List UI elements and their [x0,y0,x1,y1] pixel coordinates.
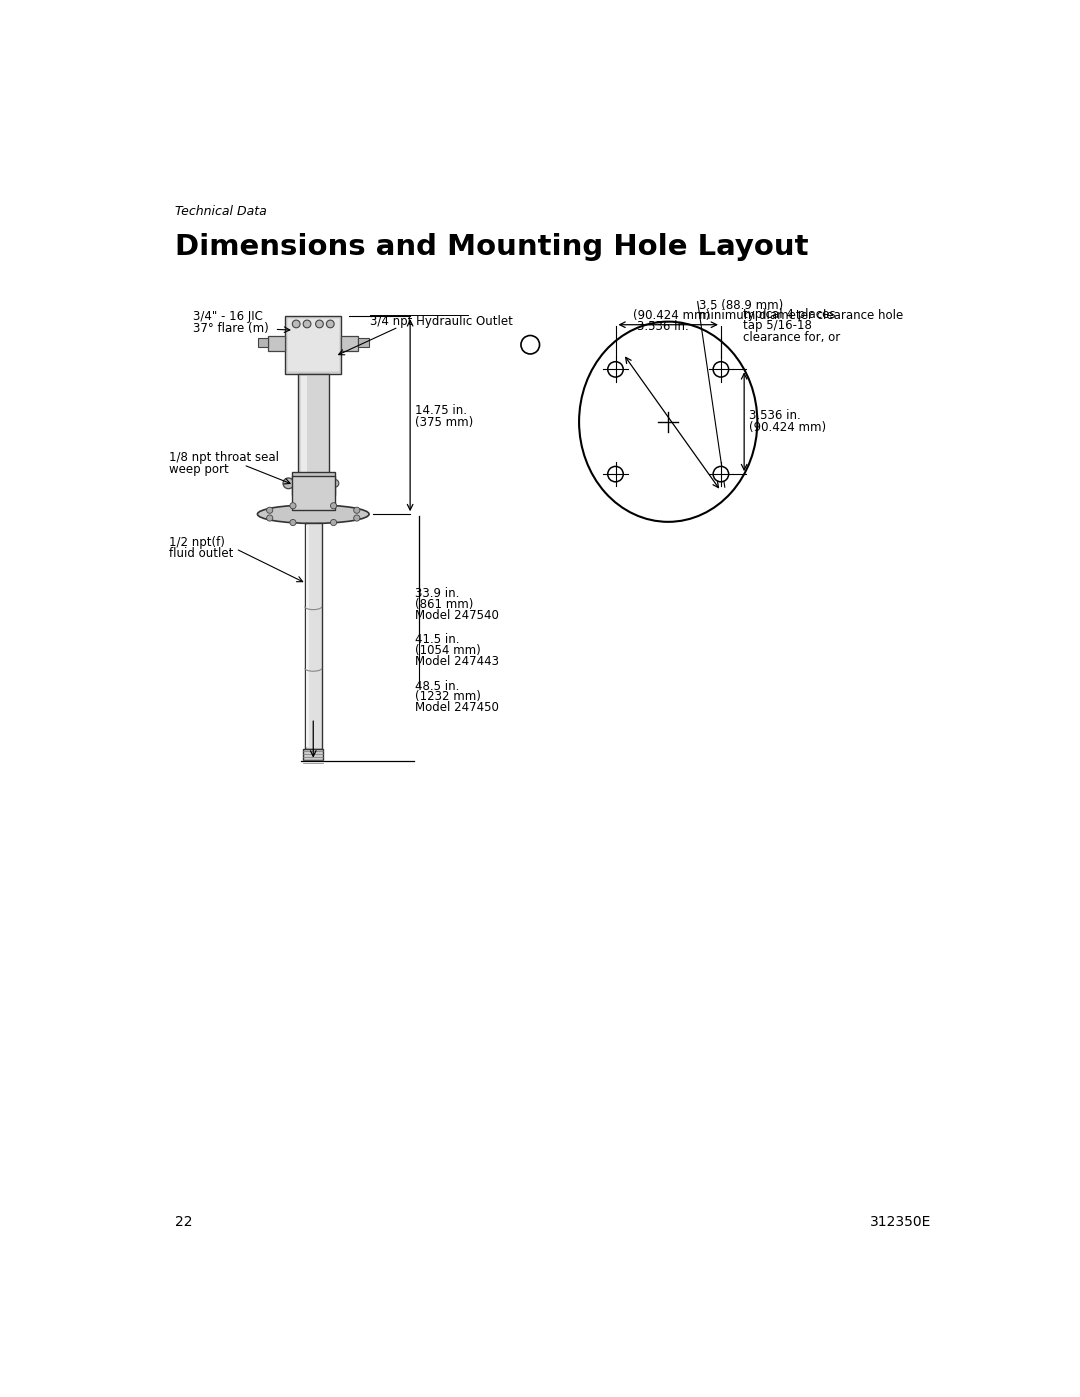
FancyBboxPatch shape [307,525,309,747]
Text: 48.5 in.: 48.5 in. [415,680,459,693]
Text: (375 mm): (375 mm) [415,416,473,429]
Circle shape [293,320,300,328]
Text: clearance for, or: clearance for, or [743,331,840,344]
FancyBboxPatch shape [301,376,307,474]
Text: 3.536 in.: 3.536 in. [748,409,800,422]
Circle shape [330,503,337,509]
Circle shape [326,320,334,328]
Circle shape [521,335,540,353]
Circle shape [713,467,729,482]
Circle shape [332,479,339,488]
Text: (1232 mm): (1232 mm) [415,690,481,704]
FancyBboxPatch shape [341,335,359,351]
Text: 22: 22 [175,1215,193,1229]
Text: tap 5/16-18: tap 5/16-18 [743,320,811,332]
FancyBboxPatch shape [305,524,322,749]
Text: 41.5 in.: 41.5 in. [415,633,459,647]
Circle shape [315,320,323,328]
Text: 37° flare (m): 37° flare (m) [193,321,269,335]
Text: Technical Data: Technical Data [175,204,267,218]
Text: 3.536 in.: 3.536 in. [637,320,689,332]
Text: (1054 mm): (1054 mm) [415,644,481,657]
Text: typical 4 places: typical 4 places [743,307,835,321]
Text: weep port: weep port [170,462,229,475]
FancyBboxPatch shape [298,374,328,475]
Text: 33.9 in.: 33.9 in. [415,587,459,601]
FancyBboxPatch shape [359,338,369,346]
Circle shape [289,503,296,509]
Circle shape [289,520,296,525]
FancyBboxPatch shape [292,475,335,510]
Text: 312350E: 312350E [870,1215,932,1229]
Text: (90.424 mm): (90.424 mm) [748,422,826,434]
FancyBboxPatch shape [268,335,285,351]
Ellipse shape [579,321,757,522]
Circle shape [267,515,273,521]
Text: Model 247540: Model 247540 [415,609,499,622]
Text: Dimensions and Mounting Hole Layout: Dimensions and Mounting Hole Layout [175,233,809,261]
Text: (861 mm): (861 mm) [415,598,473,610]
Circle shape [608,362,623,377]
Text: 1/2 npt(f): 1/2 npt(f) [170,535,225,549]
Circle shape [267,507,273,513]
FancyBboxPatch shape [303,749,323,760]
FancyBboxPatch shape [258,338,268,346]
FancyBboxPatch shape [285,316,341,374]
Text: Model 247443: Model 247443 [415,655,499,668]
Circle shape [303,320,311,328]
Text: 14.75 in.: 14.75 in. [415,404,467,418]
Text: 1/8 npt throat seal: 1/8 npt throat seal [170,451,279,464]
FancyBboxPatch shape [292,472,335,495]
Circle shape [608,467,623,482]
Circle shape [283,478,294,489]
Ellipse shape [257,504,369,524]
Circle shape [353,507,360,513]
Text: minimum diameter clearance hole: minimum diameter clearance hole [699,309,904,323]
Text: fluid outlet: fluid outlet [170,548,233,560]
Text: 3/4" - 16 JIC: 3/4" - 16 JIC [193,310,264,323]
Circle shape [713,362,729,377]
Text: (90.424 mm): (90.424 mm) [633,309,711,323]
FancyBboxPatch shape [295,495,332,518]
Text: Model 247450: Model 247450 [415,701,499,714]
Text: 3.5 (88.9 mm): 3.5 (88.9 mm) [699,299,783,312]
Text: 3/4 npt Hydraulic Outlet: 3/4 npt Hydraulic Outlet [369,316,513,328]
Circle shape [353,515,360,521]
Circle shape [330,520,337,525]
FancyBboxPatch shape [287,317,339,373]
